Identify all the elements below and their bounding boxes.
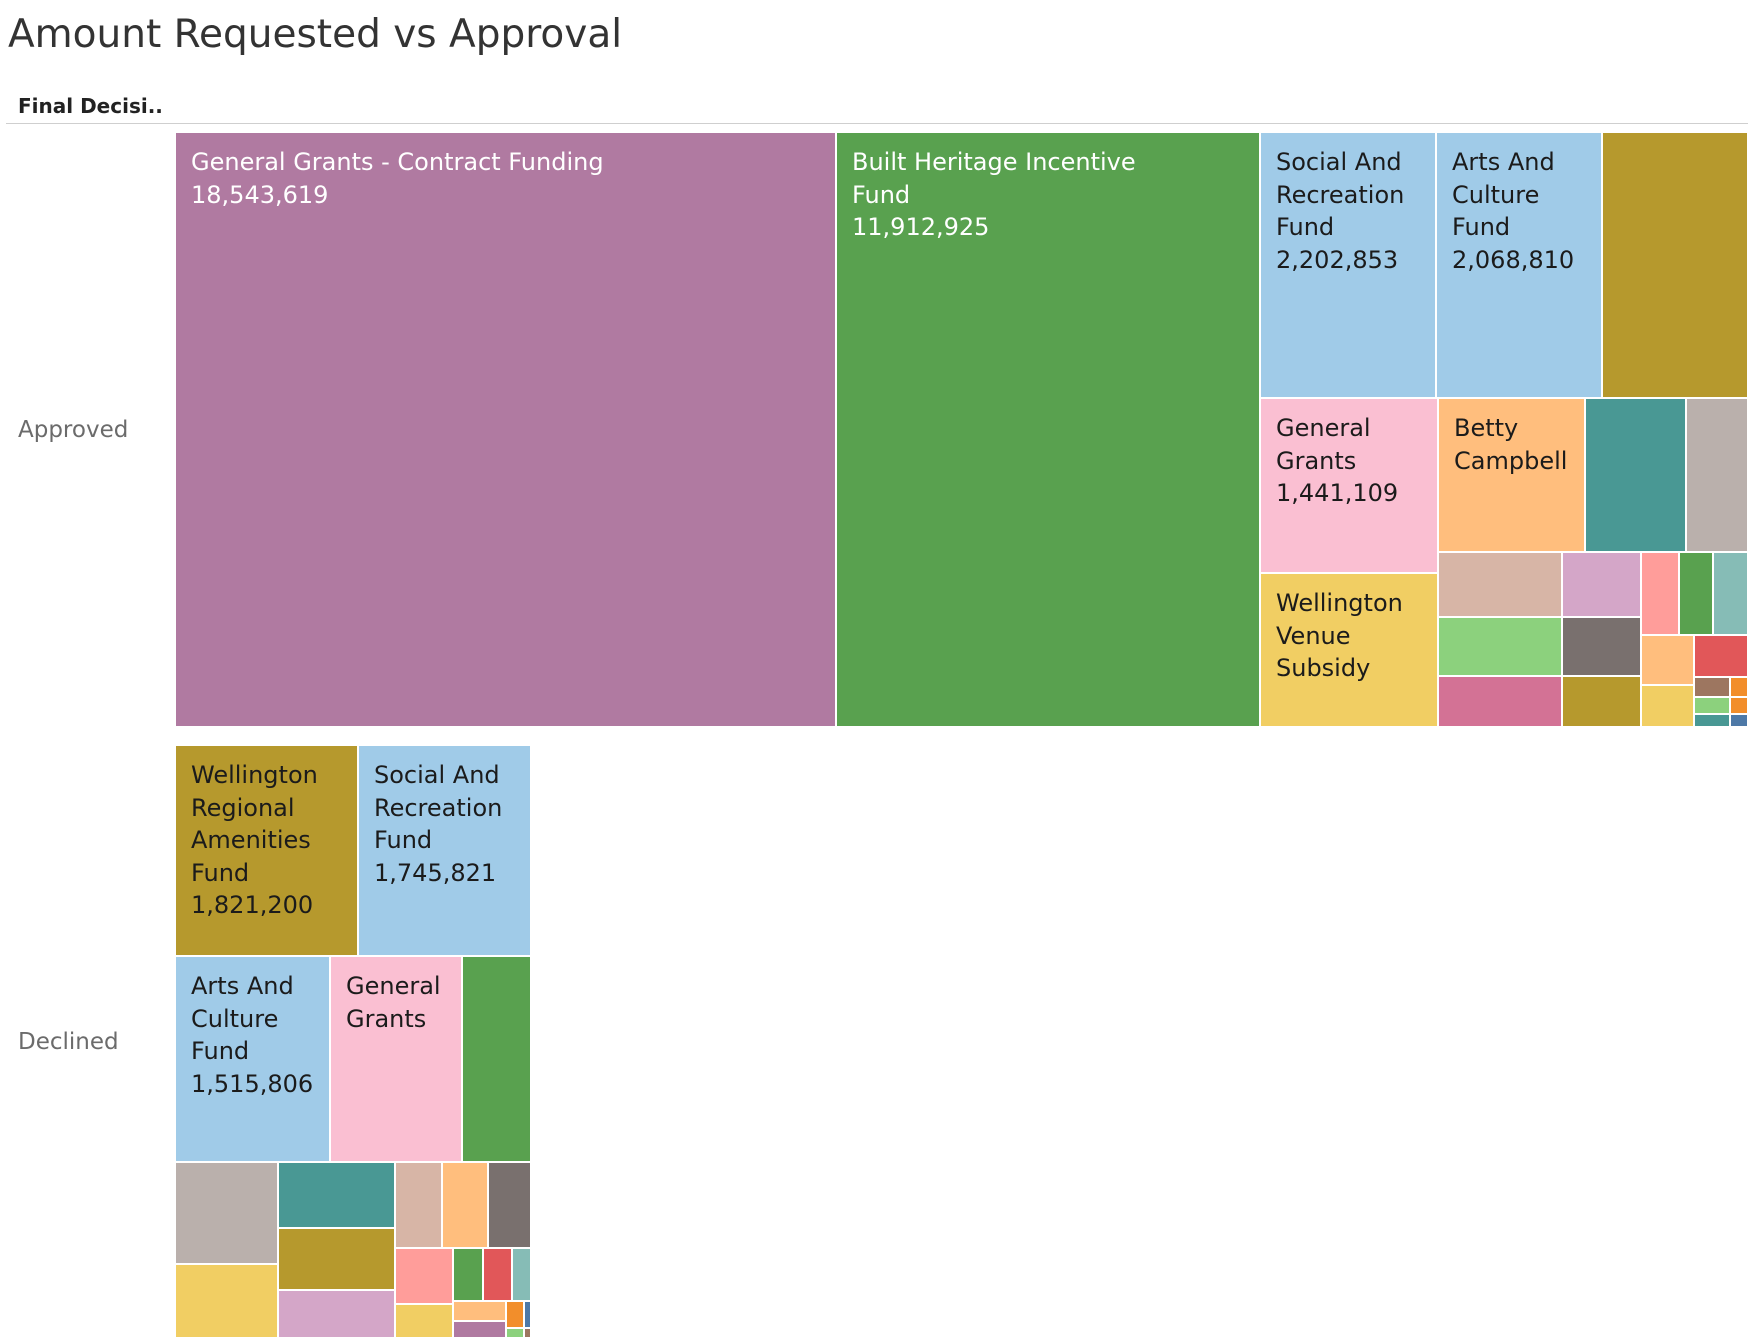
tile-approved-betty-campbell[interactable] (1437, 397, 1586, 553)
tile-approved-unlabeled-14[interactable] (1712, 551, 1748, 636)
tile-approved-unlabeled-25[interactable] (1729, 696, 1748, 715)
tile-declined-unlabeled-5[interactable] (174, 1161, 279, 1265)
row-label-approved: Approved (18, 417, 129, 443)
tile-declined-unlabeled-18[interactable] (452, 1300, 507, 1322)
tile-declined-unlabeled-14[interactable] (511, 1247, 532, 1302)
tile-declined-unlabeled-23[interactable] (523, 1327, 532, 1338)
tile-declined-unlabeled-7[interactable] (394, 1161, 443, 1249)
tile-declined-unlabeled-19[interactable] (505, 1300, 525, 1329)
tile-declined-unlabeled-12[interactable] (452, 1247, 484, 1302)
tile-declined-unlabeled-22[interactable] (505, 1327, 525, 1338)
tile-declined-unlabeled-20[interactable] (523, 1300, 532, 1329)
tile-approved-unlabeled-7[interactable] (1584, 397, 1687, 553)
tile-approved-unlabeled-18[interactable] (1693, 634, 1748, 678)
tile-declined-unlabeled-15[interactable] (174, 1263, 279, 1338)
tile-declined-social-and-recreation-fund[interactable] (357, 744, 532, 957)
tile-declined-unlabeled-6[interactable] (277, 1161, 396, 1229)
tile-declined-wellington-regional-amenities-fund[interactable] (174, 744, 359, 957)
tile-approved-unlabeled-21[interactable] (1640, 684, 1695, 728)
tile-approved-unlabeled-22[interactable] (1693, 676, 1731, 698)
tile-approved-unlabeled-13[interactable] (1678, 551, 1714, 636)
tile-declined-unlabeled-10[interactable] (277, 1227, 396, 1291)
tile-approved-unlabeled-8[interactable] (1685, 397, 1748, 553)
header-divider (6, 123, 1748, 124)
tile-declined-general-grants[interactable] (329, 955, 463, 1163)
tile-approved-unlabeled-17[interactable] (1640, 634, 1695, 686)
tile-approved-unlabeled-20[interactable] (1561, 675, 1642, 728)
tile-approved-unlabeled-12[interactable] (1640, 551, 1680, 636)
tile-approved-wellington-venue-subsidy[interactable] (1259, 572, 1439, 728)
tile-declined-unlabeled-13[interactable] (482, 1247, 513, 1302)
tile-declined-unlabeled-16[interactable] (277, 1289, 396, 1338)
tile-approved-social-and-recreation-fund[interactable] (1259, 131, 1437, 399)
tile-declined-unlabeled-11[interactable] (394, 1247, 454, 1305)
tile-approved-unlabeled-4[interactable] (1601, 131, 1748, 399)
tile-declined-unlabeled-4[interactable] (461, 955, 532, 1163)
tile-approved-general-grants[interactable] (1259, 397, 1439, 574)
chart-title: Amount Requested vs Approval (8, 12, 623, 57)
tile-approved-unlabeled-10[interactable] (1437, 551, 1563, 618)
tile-declined-unlabeled-17[interactable] (394, 1303, 454, 1338)
row-field-header[interactable]: Final Decisi.. (18, 94, 163, 118)
tile-approved-unlabeled-16[interactable] (1561, 616, 1642, 677)
row-label-declined: Declined (18, 1029, 119, 1055)
tile-approved-unlabeled-11[interactable] (1561, 551, 1642, 618)
tile-declined-arts-and-culture-fund[interactable] (174, 955, 331, 1163)
tile-approved-unlabeled-24[interactable] (1693, 696, 1731, 715)
tile-approved-general-grants-contract-funding[interactable] (174, 131, 837, 728)
tile-approved-unlabeled-19[interactable] (1437, 675, 1563, 728)
tile-approved-unlabeled-15[interactable] (1437, 616, 1563, 677)
tile-approved-arts-and-culture-fund[interactable] (1435, 131, 1603, 399)
tile-declined-unlabeled-9[interactable] (487, 1161, 532, 1249)
tile-approved-unlabeled-23[interactable] (1729, 676, 1748, 698)
tile-approved-built-heritage-incentive-fund[interactable] (835, 131, 1261, 728)
tile-approved-unlabeled-27[interactable] (1729, 713, 1748, 728)
tile-declined-unlabeled-21[interactable] (452, 1320, 507, 1338)
tile-declined-unlabeled-8[interactable] (441, 1161, 489, 1249)
tile-approved-unlabeled-26[interactable] (1693, 713, 1731, 728)
